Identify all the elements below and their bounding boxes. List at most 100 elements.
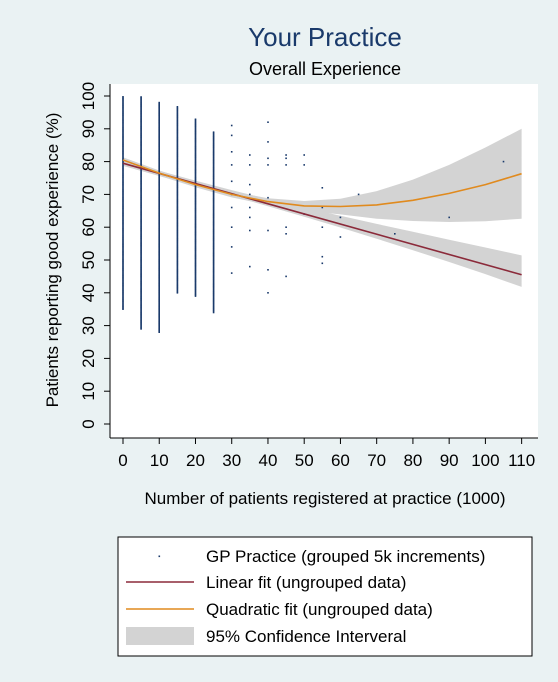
scatter-point (212, 300, 215, 302)
scatter-point (249, 206, 251, 209)
scatter-point (194, 259, 197, 262)
scatter-point (194, 167, 197, 170)
scatter-point (176, 216, 179, 218)
scatter-point (158, 229, 160, 231)
scatter-point (212, 234, 215, 237)
scatter-point (212, 232, 215, 235)
scatter-point (122, 167, 124, 169)
scatter-point (212, 154, 215, 156)
scatter-point (285, 154, 287, 156)
scatter-point (122, 128, 124, 130)
scatter-point (158, 128, 160, 130)
y-tick-label: 90 (79, 119, 98, 138)
y-tick-label: 40 (79, 283, 98, 302)
scatter-point (140, 246, 142, 249)
scatter-point (140, 168, 142, 171)
scatter-point (158, 144, 160, 146)
scatter-point (122, 287, 124, 290)
scatter-point (194, 271, 197, 273)
scatter-point (122, 269, 124, 271)
x-tick-label: 80 (403, 451, 422, 470)
scatter-point (176, 162, 179, 164)
scatter-point (194, 262, 197, 264)
scatter-point (122, 137, 124, 139)
scatter-point (140, 254, 142, 257)
scatter-point (158, 299, 160, 301)
scatter-point (122, 231, 124, 234)
scatter-point (176, 176, 179, 178)
scatter-point (140, 198, 142, 200)
scatter-point (176, 168, 179, 170)
scatter-point (122, 301, 124, 304)
scatter-point (158, 233, 160, 236)
scatter-point (158, 151, 160, 153)
scatter-point (230, 206, 233, 209)
scatter-point (140, 126, 142, 128)
scatter-point (122, 296, 124, 299)
scatter-point (122, 195, 124, 198)
scatter-point (158, 127, 160, 129)
scatter-point (140, 223, 142, 226)
scatter-point (140, 206, 142, 208)
scatter-point (158, 156, 160, 159)
scatter-point (140, 106, 142, 109)
scatter-point (122, 156, 124, 159)
scatter-point (158, 201, 160, 204)
scatter-point (158, 317, 160, 320)
scatter-point (176, 201, 179, 203)
scatter-point (176, 270, 179, 272)
scatter-point (212, 160, 215, 162)
scatter-point (122, 160, 124, 162)
scatter-point (122, 241, 124, 244)
scatter-point (158, 307, 160, 309)
scatter-point (194, 290, 197, 293)
scatter-point (212, 182, 215, 184)
scatter-point (140, 253, 142, 256)
scatter-point (122, 278, 124, 281)
scatter-point (176, 241, 179, 244)
y-tick-label: 70 (79, 185, 98, 204)
scatter-point (194, 136, 197, 139)
scatter-point (122, 284, 124, 286)
scatter-point (140, 231, 142, 234)
scatter-point (122, 220, 124, 222)
scatter-point (194, 260, 197, 263)
scatter-point (176, 199, 179, 201)
x-tick-label: 10 (150, 451, 169, 470)
scatter-point (176, 242, 179, 245)
scatter-point (176, 205, 179, 208)
scatter-point (140, 318, 142, 321)
scatter-point (212, 260, 215, 262)
scatter-point (176, 212, 179, 215)
scatter-point (158, 261, 160, 263)
scatter-point (176, 247, 179, 249)
scatter-point (140, 281, 142, 283)
scatter-point (176, 126, 179, 129)
scatter-point (158, 331, 160, 333)
scatter-point (122, 249, 124, 252)
scatter-point (140, 200, 142, 203)
scatter-point (176, 285, 179, 287)
scatter-point (140, 250, 142, 252)
scatter-point (176, 244, 179, 247)
y-tick-label: 60 (79, 218, 98, 237)
scatter-point (249, 193, 251, 196)
scatter-point (212, 139, 215, 142)
scatter-point (176, 192, 179, 194)
scatter-point (194, 250, 197, 253)
scatter-point (140, 237, 142, 239)
scatter-point (212, 264, 215, 267)
scatter-point (122, 237, 124, 239)
scatter-point (158, 139, 160, 142)
scatter-point (140, 274, 142, 276)
scatter-point (194, 118, 197, 121)
scatter-point (194, 289, 197, 292)
scatter-point (194, 126, 197, 129)
scatter-point (194, 265, 197, 267)
scatter-point (140, 278, 142, 281)
scatter-point (140, 98, 142, 101)
scatter-point (140, 154, 142, 157)
scatter-point (285, 226, 287, 228)
scatter-point (194, 170, 197, 172)
scatter-point (194, 249, 197, 251)
